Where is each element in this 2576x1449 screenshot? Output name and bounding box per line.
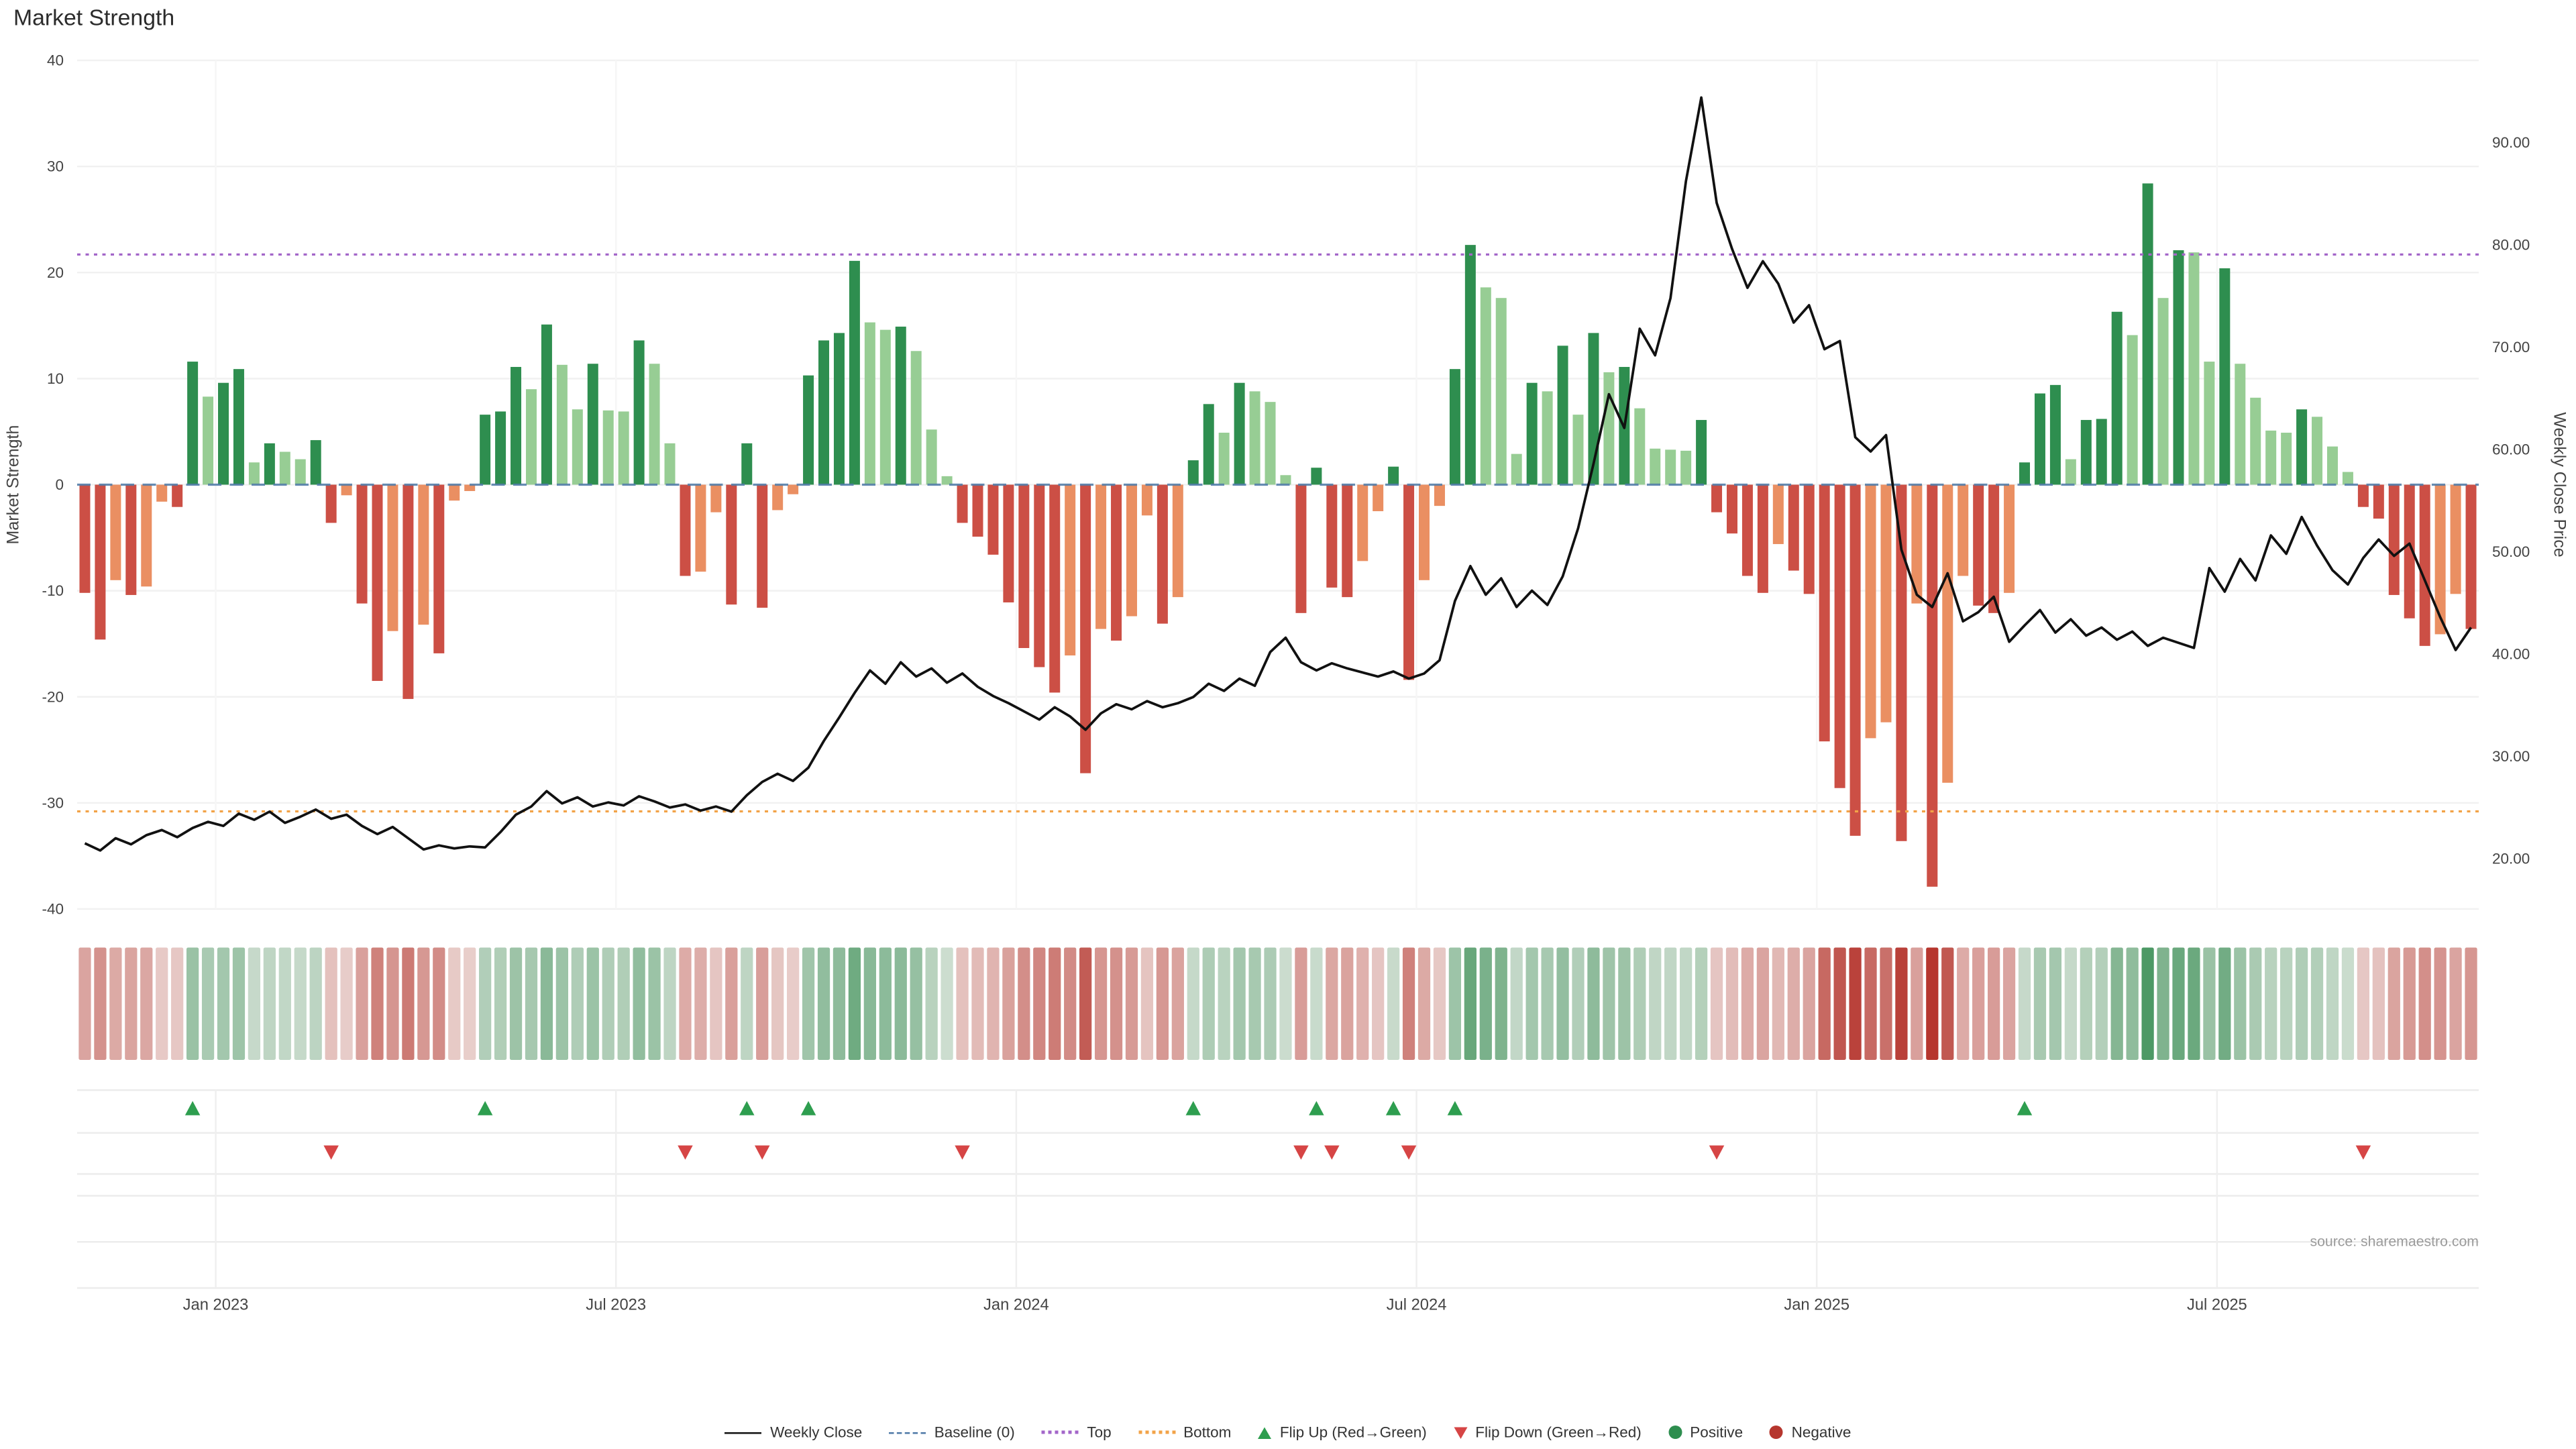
legend-item-flip-down[interactable]: Flip Down (Green→Red) [1453, 1424, 1642, 1441]
svg-text:Jul 2023: Jul 2023 [586, 1296, 646, 1314]
legend-label: Baseline (0) [934, 1424, 1015, 1441]
flip-down-markers [323, 1145, 2371, 1160]
legend-label: Negative [1791, 1424, 1851, 1441]
legend-label: Flip Down (Green→Red) [1475, 1424, 1642, 1441]
svg-text:20.00: 20.00 [2492, 851, 2530, 867]
svg-text:30.00: 30.00 [2492, 748, 2530, 765]
legend-item-negative[interactable]: Negative [1770, 1424, 1851, 1441]
svg-text:Jul 2025: Jul 2025 [2187, 1296, 2247, 1314]
bottom-dotted-line-icon [1138, 1430, 1175, 1434]
legend-item-bottom[interactable]: Bottom [1138, 1424, 1232, 1441]
legend-label: Bottom [1183, 1424, 1232, 1441]
svg-text:Jan 2024: Jan 2024 [983, 1296, 1049, 1314]
svg-text:-40: -40 [42, 901, 64, 918]
negative-dot-icon [1770, 1426, 1784, 1439]
svg-text:60.00: 60.00 [2492, 441, 2530, 458]
svg-text:Jul 2024: Jul 2024 [1387, 1296, 1447, 1314]
svg-text:50.00: 50.00 [2492, 543, 2530, 560]
weekly-close-line [84, 96, 2473, 852]
legend-item-positive[interactable]: Positive [1668, 1424, 1743, 1441]
svg-text:Jan 2023: Jan 2023 [183, 1296, 249, 1314]
legend-item-baseline[interactable]: Baseline (0) [889, 1424, 1015, 1441]
legend: Weekly Close Baseline (0) Top Bottom Fli… [0, 1424, 2576, 1441]
flip-up-markers [184, 1101, 2033, 1116]
gridlines [77, 59, 2479, 1289]
flip-down-triangle-icon [1453, 1426, 1467, 1438]
svg-text:0: 0 [55, 476, 64, 493]
svg-text:-20: -20 [42, 688, 64, 705]
legend-label: Weekly Close [770, 1424, 863, 1441]
source-attribution: source: sharemaestro.com [2310, 1232, 2479, 1250]
legend-item-top[interactable]: Top [1041, 1424, 1112, 1441]
svg-text:40: 40 [47, 52, 64, 69]
legend-label: Top [1087, 1424, 1112, 1441]
strength-bars[interactable] [79, 183, 2477, 887]
svg-text:80.00: 80.00 [2492, 237, 2530, 254]
svg-text:10: 10 [47, 370, 64, 387]
svg-text:70.00: 70.00 [2492, 339, 2530, 356]
positive-dot-icon [1668, 1426, 1682, 1439]
heat-strip [78, 947, 2477, 1060]
flip-up-triangle-icon [1258, 1426, 1272, 1438]
chart-title: Market Strength [13, 5, 175, 31]
svg-text:40.00: 40.00 [2492, 646, 2530, 663]
svg-text:20: 20 [47, 264, 64, 281]
legend-label: Positive [1690, 1424, 1743, 1441]
svg-text:Jan 2025: Jan 2025 [1784, 1296, 1849, 1314]
baseline-dashed-line-icon [889, 1431, 926, 1434]
weekly-close-line-icon [724, 1431, 762, 1434]
legend-item-flip-up[interactable]: Flip Up (Red→Green) [1258, 1424, 1427, 1441]
top-dotted-line-icon [1041, 1430, 1079, 1434]
svg-text:90.00: 90.00 [2492, 134, 2530, 151]
axis-tick-labels: 40 30 20 10 0 -10 -20 -30 -40 90.00 80.00 70.00 60.0… [42, 52, 2530, 1314]
svg-text:30: 30 [47, 158, 64, 175]
svg-text:-30: -30 [42, 794, 64, 811]
legend-label: Flip Up (Red→Green) [1279, 1424, 1427, 1441]
svg-text:-10: -10 [42, 582, 64, 599]
legend-item-weekly-close[interactable]: Weekly Close [724, 1424, 863, 1441]
